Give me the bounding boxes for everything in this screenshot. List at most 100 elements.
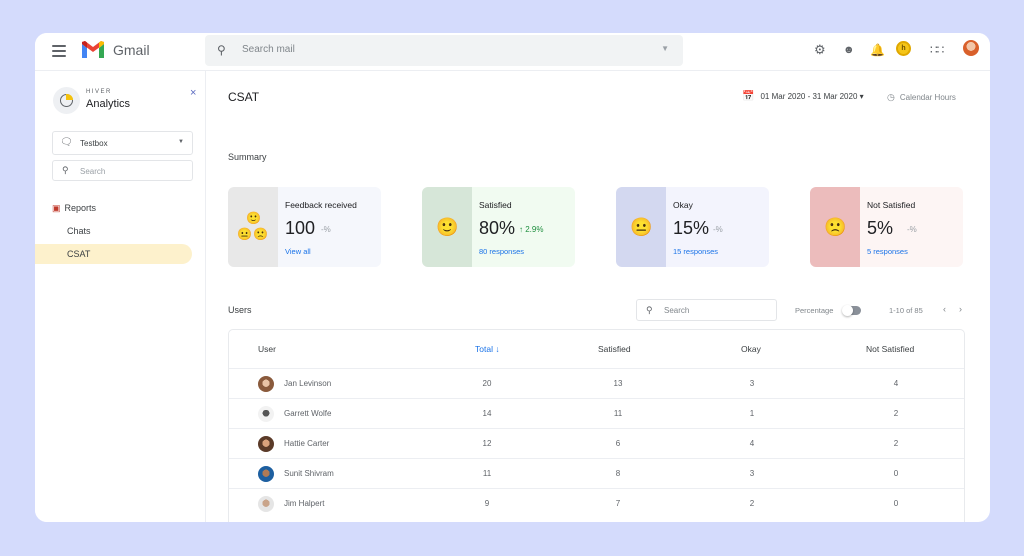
percentage-label: Percentage — [795, 306, 834, 315]
table-row[interactable]: Hattie Carter 12 6 4 2 — [229, 429, 964, 459]
column-header-user[interactable]: User — [258, 344, 276, 354]
percentage-toggle[interactable] — [842, 305, 861, 316]
close-icon[interactable]: × — [190, 87, 197, 99]
cell-okay: 4 — [749, 439, 755, 448]
card-title: Satisfied — [479, 200, 512, 210]
gmail-title: Gmail — [113, 42, 150, 58]
column-header-not-satisfied[interactable]: Not Satisfied — [866, 344, 915, 354]
card-value: 5% — [867, 218, 894, 238]
bell-icon[interactable]: 🔔 — [870, 43, 885, 57]
avatar — [258, 376, 274, 392]
table-row[interactable]: Sunit Shivram 11 8 3 0 — [229, 459, 964, 489]
cell-not-satisfied: 0 — [893, 469, 899, 478]
hiver-badge-icon[interactable]: h — [896, 41, 911, 56]
users-search-input[interactable]: ⚲ Search — [636, 299, 777, 321]
search-icon: ⚲ — [62, 165, 69, 175]
sidebar-item-label: CSAT — [67, 249, 91, 259]
card-title: Okay — [673, 200, 693, 210]
chat-bubble-icon: 🗨 — [60, 137, 73, 148]
settings-gear-icon[interactable]: ⚙ — [814, 42, 826, 57]
card-title: Not Satisfied — [867, 200, 916, 210]
card-icon-panel: 🙂 😐 🙁 — [228, 187, 278, 267]
brand-name: HIVER — [86, 89, 112, 95]
avatar — [258, 496, 274, 512]
view-all-link[interactable]: View all — [285, 247, 311, 256]
user-name: Jan Levinson — [284, 379, 332, 388]
responses-link[interactable]: 15 responses — [673, 247, 719, 256]
table-row[interactable]: Jim Halpert 9 7 2 0 — [229, 489, 964, 519]
sidebar-item-chats[interactable]: Chats — [35, 221, 192, 241]
card-icon-panel: 🙁 — [810, 187, 860, 267]
cell-total: 14 — [482, 409, 492, 418]
cell-total: 9 — [484, 499, 490, 508]
mail-search-input[interactable]: ⚲ Search mail ▼ — [205, 35, 683, 66]
clock-icon: ◷ — [887, 92, 895, 102]
header-divider — [229, 368, 964, 369]
users-search-placeholder: Search — [664, 306, 690, 315]
cell-okay: 3 — [749, 469, 755, 478]
neutral-emoji-icon: 😐 — [237, 227, 252, 241]
card-body: Okay 15% -% 15 responses — [666, 187, 769, 267]
calendar-hours-label: Calendar Hours — [899, 93, 956, 102]
cell-satisfied: 11 — [613, 409, 623, 418]
column-header-okay[interactable]: Okay — [741, 344, 761, 354]
date-range-picker[interactable]: 📅 01 Mar 2020 - 31 Mar 2020 ▾ — [742, 91, 864, 102]
apps-grid-icon[interactable]: ∷∷ — [930, 43, 944, 57]
next-page-button[interactable]: › — [959, 304, 962, 314]
inbox-select-value: Testbox — [80, 139, 108, 148]
brand-product: Analytics — [86, 98, 131, 110]
cell-not-satisfied: 4 — [893, 379, 899, 388]
gmail-logo[interactable] — [82, 41, 104, 58]
responses-link[interactable]: 5 responses — [867, 247, 908, 256]
reports-label: Reports — [64, 203, 97, 213]
card-value: 100 — [285, 218, 316, 238]
smile-emoji-icon: 🙂 — [246, 211, 261, 225]
analytics-logo-icon — [53, 87, 80, 114]
search-options-caret-icon[interactable]: ▼ — [661, 44, 669, 53]
gmail-topbar: Gmail ⚲ Search mail ▼ ⚙ ☻ 🔔 h ∷∷ — [35, 33, 990, 71]
column-header-total[interactable]: Total ↓ — [475, 344, 500, 354]
sidebar-section-reports[interactable]: ▣ Reports — [52, 203, 96, 214]
cell-okay: 1 — [749, 409, 755, 418]
sidebar-search-input[interactable]: ⚲ Search — [52, 160, 193, 181]
summary-card-feedback: 🙂 😐 🙁 Feedback received 100 -% View all — [228, 187, 381, 267]
pagination-info: 1-10 of 85 — [889, 306, 923, 315]
summary-card-not-satisfied: 🙁 Not Satisfied 5% -% 5 responses — [810, 187, 963, 267]
calendar-hours-toggle[interactable]: ◷ Calendar Hours — [887, 92, 956, 103]
card-delta: -% — [713, 225, 723, 234]
chevron-down-icon: ▼ — [178, 139, 184, 145]
menu-icon[interactable] — [52, 45, 66, 57]
table-row[interactable]: Jan Levinson 20 13 3 4 — [229, 369, 964, 399]
contacts-icon[interactable]: ☻ — [843, 44, 855, 56]
cell-okay: 3 — [749, 379, 755, 388]
shared-inbox-select[interactable]: 🗨 Testbox ▼ — [52, 131, 193, 155]
users-table: User Total ↓ Satisfied Okay Not Satisfie… — [228, 329, 965, 522]
frown-emoji-icon: 🙁 — [253, 227, 268, 241]
card-body: Feedback received 100 -% View all — [278, 187, 381, 267]
table-row[interactable]: Garrett Wolfe 14 11 1 2 — [229, 399, 964, 429]
user-name: Hattie Carter — [284, 439, 330, 448]
column-header-satisfied[interactable]: Satisfied — [598, 344, 631, 354]
users-heading: Users — [228, 305, 252, 315]
page-title: CSAT — [228, 90, 260, 104]
prev-page-button[interactable]: ‹ — [943, 304, 946, 314]
date-range-value: 01 Mar 2020 - 31 Mar 2020 ▾ — [760, 92, 864, 101]
reports-icon: ▣ — [52, 203, 61, 213]
sidebar-item-csat[interactable]: CSAT — [35, 244, 192, 264]
cell-not-satisfied: 2 — [893, 409, 899, 418]
sidebar-search-placeholder: Search — [80, 167, 106, 176]
calendar-icon: 📅 — [742, 91, 755, 102]
card-delta: -% — [321, 225, 331, 234]
avatar — [258, 466, 274, 482]
user-name: Garrett Wolfe — [284, 409, 332, 418]
user-avatar[interactable] — [963, 40, 979, 56]
cell-satisfied: 6 — [615, 439, 621, 448]
card-icon-panel: 🙂 — [422, 187, 472, 267]
search-icon: ⚲ — [646, 305, 653, 315]
main-content: CSAT 📅 01 Mar 2020 - 31 Mar 2020 ▾ ◷ Calen… — [207, 71, 990, 522]
card-body: Satisfied 80% ↑ 2.9% 80 responses — [472, 187, 575, 267]
responses-link[interactable]: 80 responses — [479, 247, 525, 256]
summary-card-okay: 😐 Okay 15% -% 15 responses — [616, 187, 769, 267]
summary-card-satisfied: 🙂 Satisfied 80% ↑ 2.9% 80 responses — [422, 187, 575, 267]
cell-total: 11 — [482, 469, 492, 478]
